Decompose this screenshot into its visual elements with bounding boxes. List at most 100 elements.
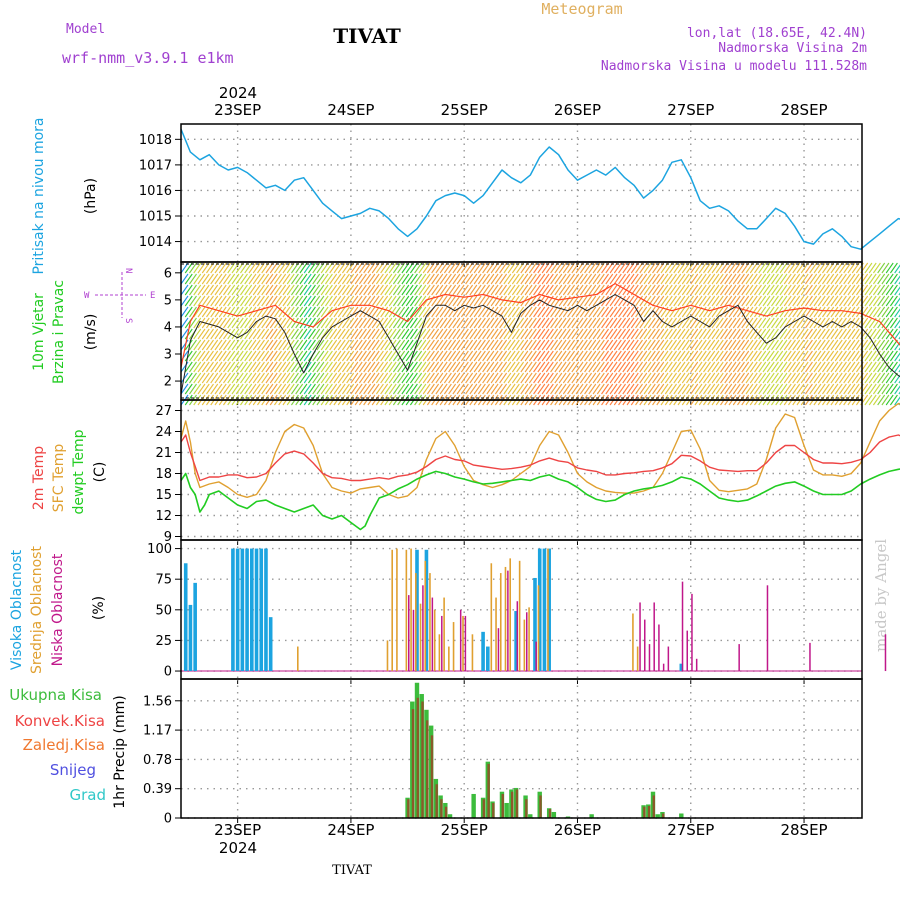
wind-barb (452, 361, 461, 373)
wind-barb (834, 328, 843, 340)
wind-barb (388, 273, 397, 285)
wind-barb (805, 262, 813, 274)
wind-barb (469, 317, 478, 329)
conv-precip-bar (501, 793, 504, 818)
wind-barb (363, 350, 372, 362)
wind-barb (303, 339, 312, 351)
wind-barb (269, 273, 278, 285)
wind-barb (847, 295, 856, 307)
wind-barb (324, 361, 333, 373)
wind-barb (494, 339, 503, 351)
wind-barb (758, 383, 767, 395)
wind-barb (541, 383, 550, 395)
wind-barb (821, 295, 830, 307)
wind-barb (881, 284, 890, 296)
conv-precip-bar (435, 784, 438, 818)
wind-barb (754, 284, 762, 296)
wind-barb (286, 328, 295, 340)
wind-barb (720, 328, 728, 340)
wind-barb (520, 284, 529, 296)
wind-barb (324, 350, 333, 362)
wind-barb (516, 295, 525, 307)
wind-barb (838, 262, 847, 274)
wind-barb (694, 361, 703, 373)
wind-barb (694, 350, 703, 362)
wind-barb (809, 372, 818, 384)
wind-barb (282, 361, 291, 373)
wind-barb (834, 306, 843, 318)
wind-barb (316, 350, 325, 362)
wind-barb (558, 273, 567, 285)
wind-barb (584, 361, 593, 373)
wind-barb (248, 350, 257, 362)
wind-barb (443, 372, 452, 384)
wind-barb (834, 284, 843, 296)
wind-barb (805, 284, 813, 296)
conv-precip-bar (652, 795, 655, 818)
y-tick-label: 0.78 (143, 753, 172, 768)
wind-barb (227, 372, 236, 384)
wind-barb (643, 339, 652, 351)
wind-barb (375, 295, 384, 307)
wind-barb (303, 317, 312, 329)
wind-barb (329, 306, 338, 318)
wind-barb (868, 372, 877, 384)
wind-barb (554, 339, 563, 351)
wind-barb (282, 306, 291, 318)
wind-barb (482, 361, 491, 373)
wind-barb (732, 383, 741, 395)
wind-barb (669, 328, 677, 340)
t2m-label: 2m Temp (31, 446, 47, 510)
wind-barb (257, 361, 265, 373)
wind-barb (358, 317, 367, 329)
wind-barb (397, 262, 406, 274)
wind-barb (800, 383, 809, 395)
wind-barb (460, 339, 469, 351)
wind-barb (240, 273, 248, 285)
wind-barb (754, 295, 762, 307)
wind-barb (647, 372, 656, 384)
wind-barb (758, 361, 767, 373)
wind-barb (460, 383, 469, 395)
wind-barb (494, 328, 503, 340)
wind-barb (367, 350, 376, 362)
wind-barb (401, 372, 410, 384)
wind-barb (524, 383, 533, 395)
wind-barb (465, 317, 474, 329)
wind-barb (401, 383, 410, 395)
wind-barb (601, 372, 610, 384)
wind-barb (180, 317, 189, 329)
wind-barb (473, 339, 482, 351)
wind-barb (409, 328, 418, 340)
wind-barb (528, 372, 537, 384)
cloud-bar (396, 548, 398, 672)
wind-barb (401, 306, 410, 318)
wind-barb (244, 295, 253, 307)
wind-barb (486, 306, 495, 318)
wind-barb (541, 361, 550, 373)
wind-barb (248, 328, 257, 340)
wind-barb (320, 383, 329, 395)
wind-barb (541, 306, 550, 318)
wind-barb (465, 295, 474, 307)
wind-barb (541, 328, 550, 340)
wind-barb (240, 262, 248, 274)
wind-barb (630, 306, 639, 318)
wind-barb (414, 273, 423, 285)
wind-barb (337, 383, 346, 395)
wind-barb (707, 262, 716, 274)
wind-barb (189, 350, 197, 362)
wind-barb (715, 295, 724, 307)
wind-barb (337, 273, 346, 285)
wind-barb (558, 361, 567, 373)
wind-barb (690, 295, 699, 307)
wind-barb (749, 262, 758, 274)
wind-barb (694, 372, 703, 384)
wind-barb (392, 350, 401, 362)
wind-barb (210, 284, 219, 296)
wind-barb (813, 295, 822, 307)
wind-barb (350, 372, 359, 384)
wind-barb (771, 361, 779, 373)
wind-barb (201, 350, 210, 362)
